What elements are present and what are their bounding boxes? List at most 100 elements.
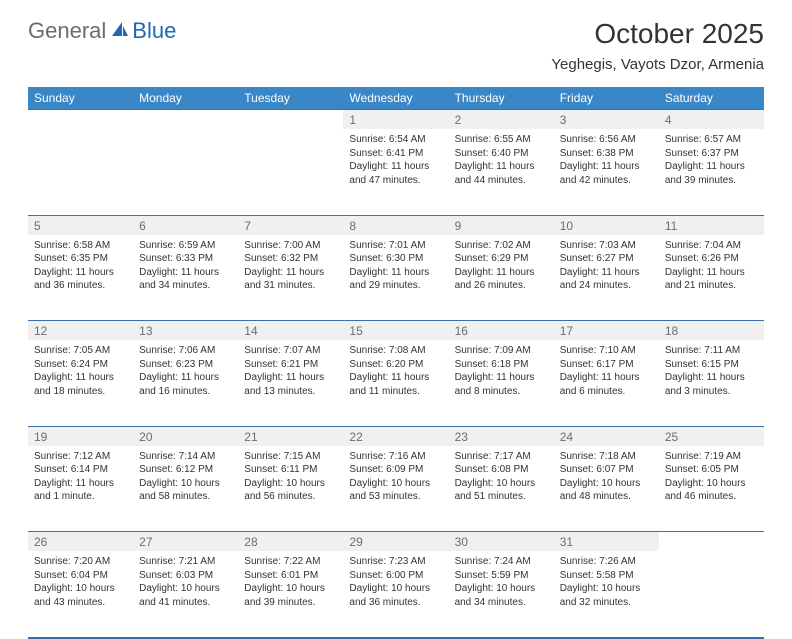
sunset-text: Sunset: 6:00 PM [349, 569, 442, 583]
day-number [133, 110, 238, 130]
daylight-text: Daylight: 10 hours [560, 582, 653, 596]
day-content-row: Sunrise: 7:05 AMSunset: 6:24 PMDaylight:… [28, 340, 764, 426]
day-number: 3 [554, 110, 659, 130]
daylight-text-2: and 47 minutes. [349, 174, 442, 188]
daylight-text: Daylight: 11 hours [139, 371, 232, 385]
daylight-text: Daylight: 11 hours [665, 371, 758, 385]
daylight-text: Daylight: 11 hours [139, 266, 232, 280]
day-cell: Sunrise: 7:04 AMSunset: 6:26 PMDaylight:… [659, 235, 764, 321]
day-number: 6 [133, 215, 238, 235]
day-cell: Sunrise: 6:56 AMSunset: 6:38 PMDaylight:… [554, 129, 659, 215]
sunrise-text: Sunrise: 7:21 AM [139, 555, 232, 569]
day-number-row: 1234 [28, 110, 764, 130]
daylight-text-2: and 51 minutes. [455, 490, 548, 504]
daylight-text-2: and 39 minutes. [244, 596, 337, 610]
daylight-text: Daylight: 11 hours [349, 266, 442, 280]
sunset-text: Sunset: 6:04 PM [34, 569, 127, 583]
bottom-border-row [28, 637, 764, 638]
border-cell [343, 637, 448, 638]
logo-text-blue: Blue [132, 18, 176, 44]
day-cell: Sunrise: 7:03 AMSunset: 6:27 PMDaylight:… [554, 235, 659, 321]
sunrise-text: Sunrise: 6:59 AM [139, 239, 232, 253]
day-cell: Sunrise: 7:06 AMSunset: 6:23 PMDaylight:… [133, 340, 238, 426]
daylight-text: Daylight: 11 hours [34, 266, 127, 280]
day-cell: Sunrise: 7:11 AMSunset: 6:15 PMDaylight:… [659, 340, 764, 426]
daylight-text: Daylight: 11 hours [455, 266, 548, 280]
daylight-text-2: and 36 minutes. [34, 279, 127, 293]
daylight-text: Daylight: 10 hours [349, 582, 442, 596]
day-content-row: Sunrise: 7:20 AMSunset: 6:04 PMDaylight:… [28, 551, 764, 637]
weekday-header-row: SundayMondayTuesdayWednesdayThursdayFrid… [28, 87, 764, 110]
day-number-row: 262728293031 [28, 532, 764, 552]
day-cell: Sunrise: 7:07 AMSunset: 6:21 PMDaylight:… [238, 340, 343, 426]
sunset-text: Sunset: 6:14 PM [34, 463, 127, 477]
day-cell: Sunrise: 7:01 AMSunset: 6:30 PMDaylight:… [343, 235, 448, 321]
day-cell [238, 129, 343, 215]
sunrise-text: Sunrise: 7:04 AM [665, 239, 758, 253]
day-number: 22 [343, 426, 448, 446]
sunrise-text: Sunrise: 7:14 AM [139, 450, 232, 464]
day-number-row: 12131415161718 [28, 321, 764, 341]
day-number: 15 [343, 321, 448, 341]
day-number: 27 [133, 532, 238, 552]
daylight-text: Daylight: 11 hours [665, 266, 758, 280]
sunset-text: Sunset: 5:58 PM [560, 569, 653, 583]
day-cell: Sunrise: 7:08 AMSunset: 6:20 PMDaylight:… [343, 340, 448, 426]
daylight-text-2: and 21 minutes. [665, 279, 758, 293]
weekday-header: Saturday [659, 87, 764, 110]
sunset-text: Sunset: 6:12 PM [139, 463, 232, 477]
daylight-text-2: and 34 minutes. [455, 596, 548, 610]
day-number: 31 [554, 532, 659, 552]
day-number: 10 [554, 215, 659, 235]
sunrise-text: Sunrise: 7:17 AM [455, 450, 548, 464]
day-number: 13 [133, 321, 238, 341]
daylight-text-2: and 11 minutes. [349, 385, 442, 399]
day-number: 14 [238, 321, 343, 341]
sunset-text: Sunset: 6:21 PM [244, 358, 337, 372]
month-title: October 2025 [551, 18, 764, 50]
day-number: 11 [659, 215, 764, 235]
daylight-text: Daylight: 11 hours [665, 160, 758, 174]
day-number: 26 [28, 532, 133, 552]
sunset-text: Sunset: 6:23 PM [139, 358, 232, 372]
sunrise-text: Sunrise: 6:58 AM [34, 239, 127, 253]
logo-text-general: General [28, 18, 106, 44]
day-number: 4 [659, 110, 764, 130]
sunrise-text: Sunrise: 7:01 AM [349, 239, 442, 253]
daylight-text: Daylight: 10 hours [34, 582, 127, 596]
day-cell: Sunrise: 7:16 AMSunset: 6:09 PMDaylight:… [343, 446, 448, 532]
daylight-text: Daylight: 10 hours [455, 582, 548, 596]
daylight-text-2: and 58 minutes. [139, 490, 232, 504]
daylight-text: Daylight: 10 hours [455, 477, 548, 491]
sunset-text: Sunset: 6:05 PM [665, 463, 758, 477]
daylight-text-2: and 42 minutes. [560, 174, 653, 188]
day-number: 1 [343, 110, 448, 130]
sunset-text: Sunset: 6:37 PM [665, 147, 758, 161]
daylight-text-2: and 13 minutes. [244, 385, 337, 399]
day-cell: Sunrise: 6:54 AMSunset: 6:41 PMDaylight:… [343, 129, 448, 215]
daylight-text: Daylight: 10 hours [244, 477, 337, 491]
sunrise-text: Sunrise: 7:20 AM [34, 555, 127, 569]
daylight-text-2: and 56 minutes. [244, 490, 337, 504]
sunset-text: Sunset: 6:18 PM [455, 358, 548, 372]
sunset-text: Sunset: 6:26 PM [665, 252, 758, 266]
sunrise-text: Sunrise: 7:00 AM [244, 239, 337, 253]
day-number: 24 [554, 426, 659, 446]
daylight-text-2: and 6 minutes. [560, 385, 653, 399]
border-cell [554, 637, 659, 638]
day-cell: Sunrise: 7:17 AMSunset: 6:08 PMDaylight:… [449, 446, 554, 532]
sunset-text: Sunset: 6:08 PM [455, 463, 548, 477]
sunset-text: Sunset: 6:35 PM [34, 252, 127, 266]
sunset-text: Sunset: 6:09 PM [349, 463, 442, 477]
sunrise-text: Sunrise: 7:23 AM [349, 555, 442, 569]
weekday-header: Friday [554, 87, 659, 110]
sunrise-text: Sunrise: 7:03 AM [560, 239, 653, 253]
day-cell: Sunrise: 7:21 AMSunset: 6:03 PMDaylight:… [133, 551, 238, 637]
daylight-text-2: and 48 minutes. [560, 490, 653, 504]
sunrise-text: Sunrise: 7:19 AM [665, 450, 758, 464]
daylight-text: Daylight: 10 hours [139, 477, 232, 491]
weekday-header: Tuesday [238, 87, 343, 110]
daylight-text-2: and 3 minutes. [665, 385, 758, 399]
daylight-text-2: and 24 minutes. [560, 279, 653, 293]
sunset-text: Sunset: 6:41 PM [349, 147, 442, 161]
